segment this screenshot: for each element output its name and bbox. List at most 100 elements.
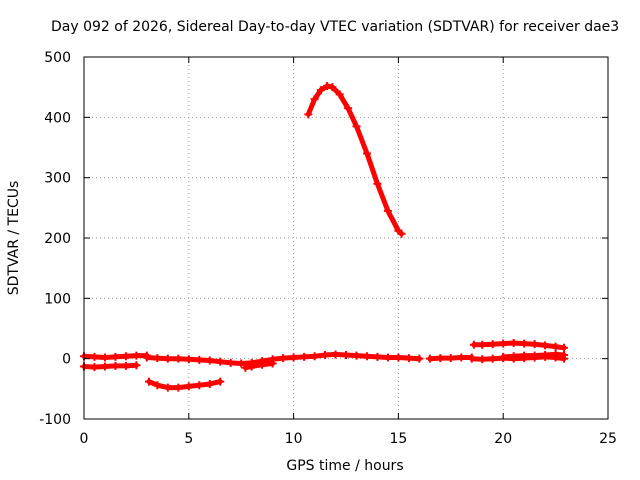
data-point (551, 350, 560, 359)
data-point (488, 354, 497, 363)
data-point (362, 149, 371, 158)
data-point (541, 351, 550, 360)
data-point (153, 381, 162, 390)
data-point (328, 83, 337, 92)
data-point (205, 380, 214, 389)
data-point (100, 362, 109, 371)
data-point (509, 352, 518, 361)
data-point (373, 179, 382, 188)
data-point (316, 86, 325, 95)
data-point (111, 361, 120, 370)
data-point (559, 343, 568, 352)
data-point (352, 122, 361, 131)
data-point (342, 351, 350, 360)
data-point (383, 206, 392, 215)
data-point (153, 354, 162, 363)
data-point (121, 352, 130, 361)
data-point (520, 351, 529, 360)
data-point (132, 361, 141, 370)
axis-ticks: 0 5 10 15 20 25 -100 0 100 200 300 400 500 (39, 50, 617, 447)
data-point (184, 382, 193, 391)
data-point (304, 110, 313, 119)
x-tick-label: 25 (599, 431, 617, 447)
plot-frame (83, 56, 609, 420)
data-point (241, 363, 250, 372)
data-point (520, 339, 529, 348)
data-point (530, 340, 539, 349)
data-point (509, 338, 518, 347)
data-point (331, 350, 340, 359)
y-axis-label: SDTVAR / TECUs (6, 181, 22, 296)
data-point (469, 340, 478, 349)
data-point (425, 354, 434, 363)
y-tick-label: 200 (44, 231, 71, 247)
data-point (195, 355, 204, 364)
data-point (279, 354, 288, 363)
data-point (174, 354, 183, 363)
data-point (394, 353, 403, 362)
data-point (163, 354, 172, 363)
data-point (111, 352, 120, 361)
y-tick-label: -100 (39, 412, 71, 428)
data-point (499, 339, 508, 348)
data-point (300, 352, 309, 361)
data-point (362, 352, 371, 361)
data-point (247, 362, 256, 371)
data-point (541, 341, 550, 350)
x-tick-label: 5 (184, 431, 193, 447)
data-point (559, 351, 568, 360)
x-tick-label: 10 (285, 431, 303, 447)
data-point (488, 340, 497, 349)
data-point (335, 90, 344, 99)
data-point (383, 353, 392, 362)
data-point (551, 342, 560, 351)
data-point (144, 377, 153, 386)
data-point (457, 353, 466, 362)
data-point (132, 351, 141, 360)
data-point (205, 356, 214, 365)
y-tick-label: 400 (44, 110, 71, 126)
x-tick-label: 0 (80, 431, 89, 447)
data-point (216, 357, 225, 366)
data-point (352, 351, 361, 360)
data-point (195, 381, 204, 390)
data-point (174, 383, 183, 392)
y-tick-label: 0 (62, 352, 71, 368)
data-point (268, 359, 277, 368)
y-tick-label: 300 (44, 171, 71, 187)
data-point (216, 377, 225, 386)
data-point (323, 81, 332, 90)
data-series (80, 81, 568, 392)
data-point (142, 353, 151, 362)
data-point (344, 104, 353, 113)
data-point (258, 360, 267, 369)
data-point (373, 352, 382, 361)
data-point (226, 358, 235, 367)
data-point (310, 352, 319, 361)
data-point (90, 352, 99, 361)
data-point (478, 340, 487, 349)
x-axis-label: GPS time / hours (286, 458, 403, 474)
data-point (121, 361, 130, 370)
grid (84, 57, 608, 419)
data-point (446, 354, 455, 363)
y-tick-label: 100 (44, 291, 71, 307)
data-point (415, 354, 424, 363)
y-tick-label: 500 (44, 50, 71, 66)
data-point (397, 229, 406, 238)
data-point (530, 351, 539, 360)
data-point (163, 383, 172, 392)
x-tick-label: 20 (494, 431, 512, 447)
data-point (499, 352, 508, 361)
data-point (100, 353, 109, 362)
data-point (184, 355, 193, 364)
data-point (321, 351, 330, 360)
x-tick-label: 15 (389, 431, 407, 447)
data-point (310, 95, 319, 104)
data-point (404, 354, 413, 363)
data-point (90, 363, 99, 372)
data-point (237, 359, 246, 368)
data-point (467, 354, 476, 363)
chart-title: Day 092 of 2026, Sidereal Day-to-day VTE… (51, 19, 619, 35)
